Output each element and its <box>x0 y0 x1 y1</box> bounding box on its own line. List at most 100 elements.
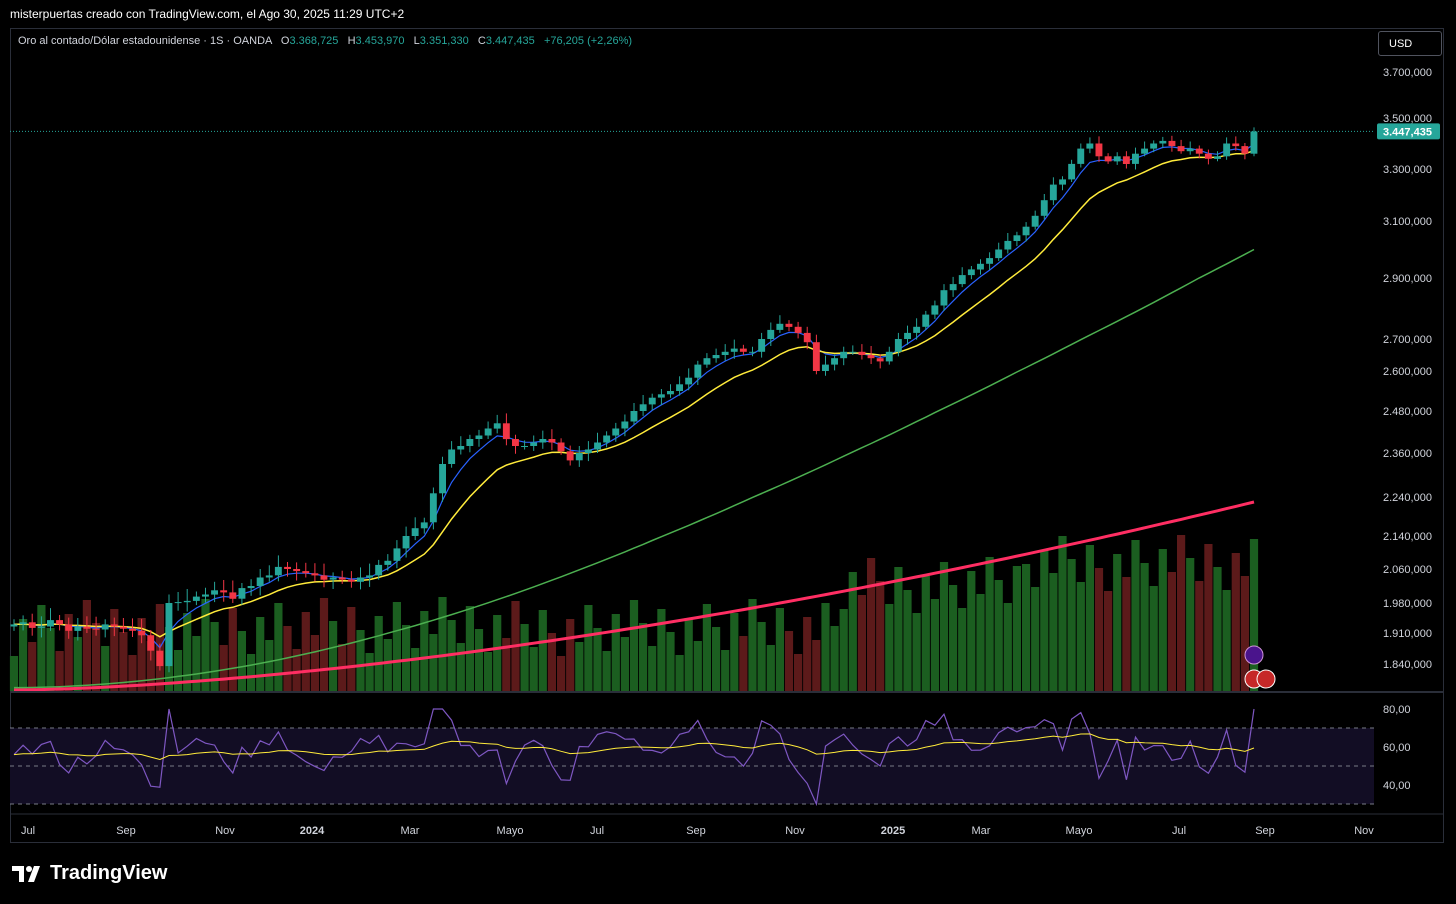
candle-body <box>630 411 638 422</box>
volume-bar <box>921 576 930 691</box>
volume-bar <box>1094 568 1104 691</box>
volume-bar <box>474 629 484 691</box>
volume-bar <box>329 621 338 691</box>
candle-body <box>393 548 401 561</box>
volume-bar <box>365 653 374 691</box>
volume-bar <box>748 599 757 691</box>
time-axis-label: Mar <box>401 825 420 837</box>
price-axis-label: 2.060,000 <box>1383 564 1432 576</box>
volume-bar <box>1231 553 1240 691</box>
candle-body <box>794 326 802 333</box>
time-axis-label: Jul <box>1172 825 1186 837</box>
candle-body <box>803 332 811 343</box>
volume-bar <box>757 622 766 691</box>
volume-bar <box>857 595 866 691</box>
candle-body <box>876 358 884 362</box>
volume-bar <box>812 640 821 691</box>
volume-bar <box>1122 577 1131 691</box>
candle-body <box>922 314 930 327</box>
candle-body <box>767 329 775 339</box>
candle-body <box>584 449 592 453</box>
volume-bar <box>1076 582 1085 691</box>
volume-bar <box>675 655 684 691</box>
volume-bar <box>19 619 28 691</box>
volume-bar <box>557 656 566 691</box>
candle-body <box>19 622 27 625</box>
candle-body <box>92 628 100 630</box>
price-axis-label: 2.240,000 <box>1383 492 1432 504</box>
candle-body <box>1040 200 1048 216</box>
candle-body <box>247 586 255 589</box>
volume-bar <box>684 618 693 691</box>
candle-body <box>1113 156 1121 162</box>
volume-bar <box>885 604 894 691</box>
volume-bar <box>374 616 383 691</box>
candle-body <box>311 573 319 576</box>
time-axis-label: Nov <box>1354 825 1374 837</box>
volume-bar <box>958 608 967 691</box>
candle-body <box>402 536 410 549</box>
high-value: 3.453,970 <box>355 35 405 47</box>
price-axis-label: 1.910,000 <box>1383 628 1432 640</box>
candle-body <box>1004 240 1012 250</box>
volume-bar <box>848 572 857 691</box>
volume-bar <box>830 626 839 691</box>
volume-bar <box>985 557 994 691</box>
close-value: 3.447,435 <box>485 35 535 47</box>
volume-bar <box>128 655 137 691</box>
candle-body <box>575 453 583 461</box>
candle-body <box>293 569 301 572</box>
candle-body <box>1159 140 1167 144</box>
symbol-legend: Oro al contado/Dólar estadounidense · 1S… <box>18 35 632 47</box>
volume-bar <box>1049 573 1058 691</box>
price-axis-label: 1.840,000 <box>1383 659 1432 671</box>
candle-body <box>119 626 127 629</box>
time-axis-label: Jul <box>21 825 35 837</box>
volume-bar <box>593 628 602 691</box>
candle-body <box>448 449 456 464</box>
candle-body <box>776 323 784 330</box>
candle-body <box>74 626 82 631</box>
volume-bar <box>411 648 420 691</box>
candle-body <box>940 290 948 306</box>
candle-body <box>238 588 246 599</box>
price-axis-label: 2.140,000 <box>1383 531 1432 543</box>
symbol-name[interactable]: Oro al contado/Dólar estadounidense · 1S… <box>18 35 272 47</box>
candle-body <box>785 323 793 327</box>
candle-body <box>420 522 428 529</box>
volume-bar <box>247 654 256 691</box>
candle-body <box>1104 156 1112 162</box>
candle-body <box>840 351 848 359</box>
price-axis-label: 2.360,000 <box>1383 448 1432 460</box>
volume-bar <box>666 632 675 691</box>
volume-bar <box>119 632 128 691</box>
volume-bar <box>402 625 411 691</box>
candle-body <box>101 624 109 630</box>
volume-bar <box>201 599 210 691</box>
brand-name: TradingView <box>50 862 168 884</box>
candle-body <box>466 439 474 446</box>
candle-body <box>539 439 547 443</box>
volume-bar <box>1158 549 1167 691</box>
candle-body <box>986 258 993 264</box>
time-axis-label: Nov <box>785 825 805 837</box>
price-axis-label: 1.980,000 <box>1383 598 1432 610</box>
volume-bar <box>867 558 876 691</box>
candle-body <box>758 339 766 352</box>
currency-button[interactable]: USD <box>1378 31 1442 56</box>
candle-body <box>129 628 136 631</box>
candle-body <box>521 446 528 447</box>
candle-body <box>1095 143 1103 157</box>
volume-bar <box>739 636 748 691</box>
volume-bar <box>1213 567 1222 691</box>
tradingview-logo[interactable]: TradingView <box>12 862 167 885</box>
price-axis-label: 3.500,000 <box>1383 113 1432 125</box>
candle-body <box>894 339 902 352</box>
change-value: +76,205 (+2,26%) <box>543 35 633 47</box>
chart-panel[interactable] <box>10 28 1444 843</box>
candle-body <box>512 439 519 446</box>
volume-bar <box>420 611 429 691</box>
candle-body <box>211 590 218 595</box>
time-axis-label: 2024 <box>300 825 325 837</box>
